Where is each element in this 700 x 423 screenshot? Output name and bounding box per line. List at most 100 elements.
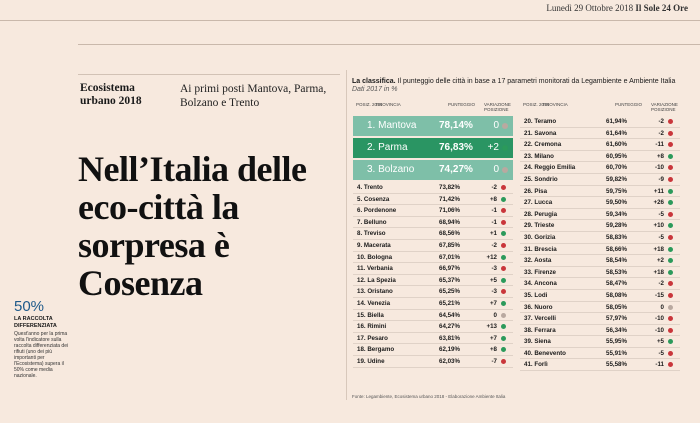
row-score: 68,94% (439, 218, 460, 226)
row-var: +8 (489, 195, 497, 203)
row-name: 33. Firenze (524, 268, 556, 276)
trend-down-icon (668, 165, 673, 171)
row-var: -15 (655, 291, 664, 299)
trend-down-icon (668, 292, 673, 298)
date: Lunedì 29 Ottobre 2018 (546, 3, 634, 13)
row-var: -1 (491, 207, 497, 215)
row-score: 62,19% (439, 346, 460, 354)
row-name: 37. Vercelli (524, 315, 556, 323)
row-score: 67,85% (439, 241, 460, 249)
row-name: 15. Biella (357, 311, 384, 319)
trend-down-icon (668, 211, 673, 217)
table-title-bold: La classifica. (352, 78, 396, 85)
row-score: 58,47% (606, 280, 627, 288)
trend-up-icon (668, 200, 673, 206)
row-var: -5 (658, 233, 664, 241)
sidebar-label: LA RACCOLTA DIFFERENZIATA (14, 316, 57, 329)
table-row: 31. Brescia 58,66% +18 (520, 244, 680, 256)
trend-up-icon (501, 324, 506, 330)
row-var: -5 (658, 210, 664, 218)
table-row: 11. Verbania 66,97% -3 (353, 263, 513, 275)
row-name: 26. Pisa (524, 187, 548, 195)
trend-up-icon (501, 300, 506, 306)
trend-down-icon (501, 358, 506, 364)
col-prov: PROVINCIA (376, 102, 401, 107)
table-row: 5. Cosenza 71,42% +8 (353, 194, 513, 206)
table-row: 19. Udine 62,03% -7 (353, 356, 513, 368)
sidebar-value: 50% (14, 298, 45, 315)
row-var: -5 (658, 349, 664, 357)
trend-up-icon (501, 196, 506, 202)
trend-up-icon (668, 269, 673, 275)
col-var: VARIAZIONE POSIZIONE (484, 102, 511, 112)
table-row: 33. Firenze 58,53% +18 (520, 267, 680, 279)
table-row: 41. Forlì 55,58% -11 (520, 359, 680, 372)
ranking-table-left: 1. Mantova 78,14% 0 2. Parma 76,83% +2 3. Bolz… (353, 116, 513, 368)
trend-stable-icon (502, 167, 508, 173)
row-var: +2 (487, 142, 499, 153)
row-score: 78,14% (439, 120, 473, 131)
row-name: 13. Oristano (357, 288, 393, 296)
row-name: 36. Nuoro (524, 303, 553, 311)
row-score: 67,01% (439, 253, 460, 261)
row-name: 41. Forlì (524, 361, 548, 369)
row-score: 68,56% (439, 230, 460, 238)
row-var: -7 (491, 357, 497, 365)
trend-down-icon (668, 142, 673, 148)
row-var: -3 (491, 265, 497, 273)
trend-down-icon (501, 266, 506, 272)
row-score: 59,28% (606, 222, 627, 230)
sidebar-box: 50% LA RACCOLTA DIFFERENZIATA Quest'anno… (14, 298, 74, 379)
row-score: 58,83% (606, 233, 627, 241)
row-name: 35. Lodi (524, 291, 548, 299)
table-row: 22. Cremona 61,60% -11 (520, 139, 680, 151)
table-row: 14. Venezia 65,21% +7 (353, 298, 513, 310)
row-score: 64,27% (439, 323, 460, 331)
row-name: 4. Trento (357, 184, 383, 191)
row-var: +2 (656, 257, 664, 265)
trend-up-icon (502, 145, 508, 151)
table-row: 18. Bergamo 62,19% +8 (353, 344, 513, 356)
row-score: 65,25% (439, 288, 460, 296)
row-score: 57,97% (606, 315, 627, 323)
trend-up-icon (668, 339, 673, 345)
col-var: VARIAZIONE POSIZIONE (651, 102, 678, 112)
row-score: 66,97% (439, 265, 460, 273)
row-name: 29. Trieste (524, 222, 555, 230)
row-var: -11 (655, 141, 664, 149)
row-name: 3. Bolzano (367, 164, 415, 175)
row-var: +8 (489, 346, 497, 354)
row-score: 74,27% (439, 164, 473, 175)
row-name: 6. Pordenone (357, 207, 397, 215)
row-var: +18 (653, 245, 665, 253)
row-score: 59,50% (606, 199, 627, 207)
trend-down-icon (668, 350, 673, 356)
col-score: PUNTEGGIO (615, 102, 643, 107)
row-name: 14. Venezia (357, 299, 391, 307)
row-score: 76,83% (439, 142, 473, 153)
row-score: 61,64% (606, 129, 627, 137)
table-row: 13. Oristano 65,25% -3 (353, 286, 513, 298)
table-row: 1. Mantova 78,14% 0 (353, 116, 513, 136)
col-pos: POSIZ. 2018 (523, 102, 550, 107)
row-score: 58,05% (606, 303, 627, 311)
trend-up-icon (501, 347, 506, 353)
row-var: -2 (658, 280, 664, 288)
col-prov: PROVINCIA (543, 102, 568, 107)
trend-down-icon (668, 130, 673, 136)
table-row: 17. Pesaro 63,81% +7 (353, 333, 513, 345)
kicker: Ecosistema urbano 2018 (80, 82, 142, 107)
dateline: Lunedì 29 Ottobre 2018 Il Sole 24 Ore (546, 3, 688, 13)
row-name: 2. Parma (367, 142, 408, 153)
row-var: -9 (658, 175, 664, 183)
trend-down-icon (501, 185, 506, 190)
table-row: 27. Lucca 59,50% +26 (520, 197, 680, 209)
row-name: 32. Aosta (524, 257, 552, 265)
row-score: 63,81% (439, 334, 460, 342)
row-var: +5 (656, 338, 664, 346)
trend-down-icon (668, 362, 673, 368)
header-rule (78, 74, 340, 75)
trend-down-icon (501, 242, 506, 248)
table-row: 30. Gorizia 58,83% -5 (520, 232, 680, 244)
table-title: La classifica. Il punteggio delle città … (352, 78, 692, 94)
